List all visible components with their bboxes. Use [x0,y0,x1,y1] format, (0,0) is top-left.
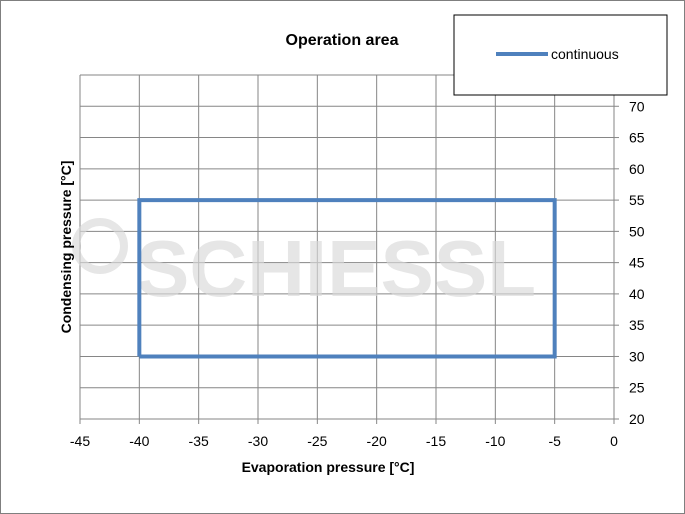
y-tick-label: 60 [629,161,645,177]
x-tick-label: -40 [129,433,149,449]
y-axis-title: Condensing pressure [°C] [58,161,74,334]
x-tick-label: -45 [70,433,90,449]
legend-label-continuous: continuous [551,46,619,62]
legend: continuous [453,14,668,96]
watermark-text: SCHIESSL [136,224,536,313]
y-tick-label: 30 [629,348,645,364]
legend-box [453,14,668,96]
y-tick-label: 25 [629,380,645,396]
series-line-continuous [137,198,557,359]
axes [79,74,619,424]
y-tick-label: 70 [629,98,645,114]
x-tick-label: -5 [548,433,561,449]
x-tick-label: -25 [307,433,327,449]
y-tick-label: 35 [629,317,645,333]
y-tick-label: 50 [629,223,645,239]
x-tick-label: -10 [485,433,505,449]
y-tick-label: 20 [629,411,645,427]
y-tick-label: 55 [629,192,645,208]
x-axis-title: Evaporation pressure [°C] [242,459,415,475]
x-tick-label: 0 [610,433,618,449]
chart-title: Operation area [286,32,399,49]
watermark-logo: SCHIESSL [72,218,536,313]
series-layer [137,198,557,359]
x-tick-label: -15 [426,433,446,449]
y-tick-label: 65 [629,130,645,146]
x-tick-label: -30 [248,433,268,449]
tick-labels: -45 -40 -35 -30 -25 -20 -15 -10 -5 0 20 25 30 35 40 45 5… [70,98,645,449]
x-tick-label: -20 [367,433,387,449]
y-tick-label: 40 [629,286,645,302]
x-tick-label: -35 [189,433,209,449]
y-tick-label: 45 [629,255,645,271]
